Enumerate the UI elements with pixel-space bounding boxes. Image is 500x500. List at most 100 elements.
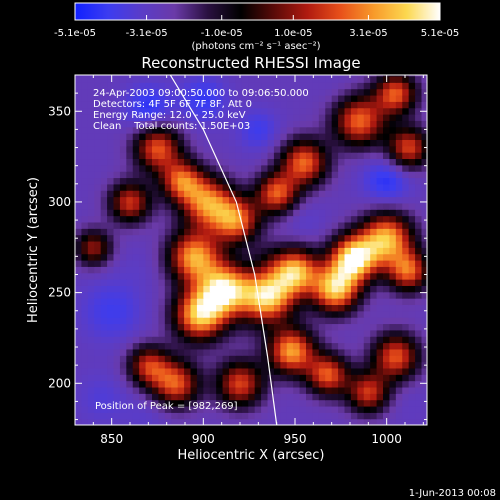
heatmap-cell — [312, 279, 320, 286]
heatmap-cell — [152, 240, 160, 248]
heatmap-cell — [94, 253, 102, 261]
heatmap-cell — [350, 126, 358, 134]
heatmap-cell — [299, 412, 307, 420]
heatmap-cell — [338, 113, 346, 121]
heatmap-cell — [280, 133, 288, 140]
heatmap-cell — [75, 374, 83, 382]
heatmap-cell — [376, 405, 384, 413]
heatmap-cell — [196, 88, 204, 96]
heatmap-cell — [139, 393, 147, 401]
heatmap-cell — [254, 139, 262, 147]
heatmap-cell — [395, 75, 403, 77]
heatmap-cell — [216, 240, 224, 248]
heatmap-cell — [94, 228, 102, 236]
heatmap-cell — [344, 393, 352, 401]
heatmap-cell — [421, 412, 427, 420]
heatmap-cell — [293, 361, 301, 369]
heatmap-cell — [318, 247, 326, 255]
heatmap-cell — [164, 329, 172, 337]
heatmap-cell — [306, 126, 314, 134]
heatmap-cell — [113, 190, 121, 198]
heatmap-cell — [139, 374, 147, 382]
heatmap-cell — [145, 405, 153, 413]
heatmap-cell — [357, 209, 365, 217]
heatmap-cell — [273, 221, 281, 229]
heatmap-cell — [306, 221, 314, 229]
heatmap-cell — [81, 75, 89, 77]
heatmap-cell — [415, 88, 423, 96]
heatmap-cell — [273, 196, 281, 204]
heatmap-cell — [344, 367, 352, 375]
heatmap-cell — [139, 329, 147, 337]
heatmap-cell — [273, 152, 281, 160]
heatmap-cell — [325, 75, 333, 77]
heatmap-cell — [209, 247, 217, 255]
heatmap-cell — [87, 88, 95, 96]
heatmap-cell — [325, 310, 333, 318]
heatmap-cell — [299, 215, 307, 223]
heatmap-cell — [383, 291, 391, 299]
heatmap-cell — [350, 75, 358, 77]
heatmap-cell — [152, 133, 160, 140]
heatmap-cell — [126, 336, 134, 344]
heatmap-cell — [402, 291, 410, 299]
heatmap-cell — [273, 113, 281, 121]
heatmap-cell — [383, 82, 391, 90]
heatmap-cell — [338, 240, 346, 248]
heatmap-cell — [75, 279, 83, 286]
heatmap-cell — [286, 133, 294, 140]
heatmap-cell — [241, 145, 249, 153]
heatmap-cell — [408, 386, 416, 394]
heatmap-cell — [222, 291, 230, 299]
heatmap-cell — [376, 247, 384, 255]
heatmap-cell — [344, 183, 352, 191]
heatmap-cell — [107, 329, 115, 337]
heatmap-cell — [107, 412, 115, 420]
heatmap-cell — [171, 317, 179, 325]
heatmap-cell — [152, 272, 160, 280]
heatmap-cell — [229, 253, 237, 261]
heatmap-cell — [402, 266, 410, 274]
heatmap-cell — [139, 234, 147, 242]
heatmap-cell — [395, 361, 403, 369]
heatmap-cell — [139, 240, 147, 248]
heatmap-cell — [299, 336, 307, 344]
heatmap-cell — [184, 247, 192, 255]
heatmap-cell — [357, 190, 365, 198]
heatmap-cell — [331, 291, 339, 299]
heatmap-cell — [402, 317, 410, 325]
heatmap-cell — [145, 88, 153, 96]
heatmap-cell — [350, 367, 358, 375]
heatmap-cell — [267, 367, 275, 375]
heatmap-cell — [184, 336, 192, 344]
heatmap-cell — [107, 228, 115, 236]
heatmap-cell — [203, 164, 211, 172]
heatmap-cell — [107, 94, 115, 102]
heatmap-cell — [152, 253, 160, 261]
heatmap-cell — [241, 240, 249, 248]
heatmap-cell — [139, 291, 147, 299]
heatmap-cell — [119, 228, 127, 236]
heatmap-cell — [190, 228, 198, 236]
heatmap-cell — [395, 158, 403, 166]
heatmap-cell — [370, 107, 378, 115]
heatmap-cell — [383, 393, 391, 401]
heatmap-cell — [376, 348, 384, 356]
heatmap-cell — [350, 190, 358, 198]
heatmap-cell — [229, 75, 237, 83]
heatmap-cell — [241, 272, 249, 280]
heatmap-cell — [139, 310, 147, 318]
heatmap-cell — [119, 405, 127, 413]
heatmap-cell — [318, 336, 326, 344]
heatmap-cell — [152, 279, 160, 286]
heatmap-cell — [383, 113, 391, 121]
heatmap-cell — [229, 152, 237, 160]
heatmap-cell — [241, 196, 249, 204]
heatmap-cell — [350, 418, 358, 425]
heatmap-cell — [184, 253, 192, 261]
heatmap-cell — [299, 126, 307, 134]
heatmap-cell — [145, 240, 153, 248]
heatmap-cell — [81, 412, 89, 420]
heatmap-cell — [196, 336, 204, 344]
heatmap-cell — [152, 126, 160, 134]
